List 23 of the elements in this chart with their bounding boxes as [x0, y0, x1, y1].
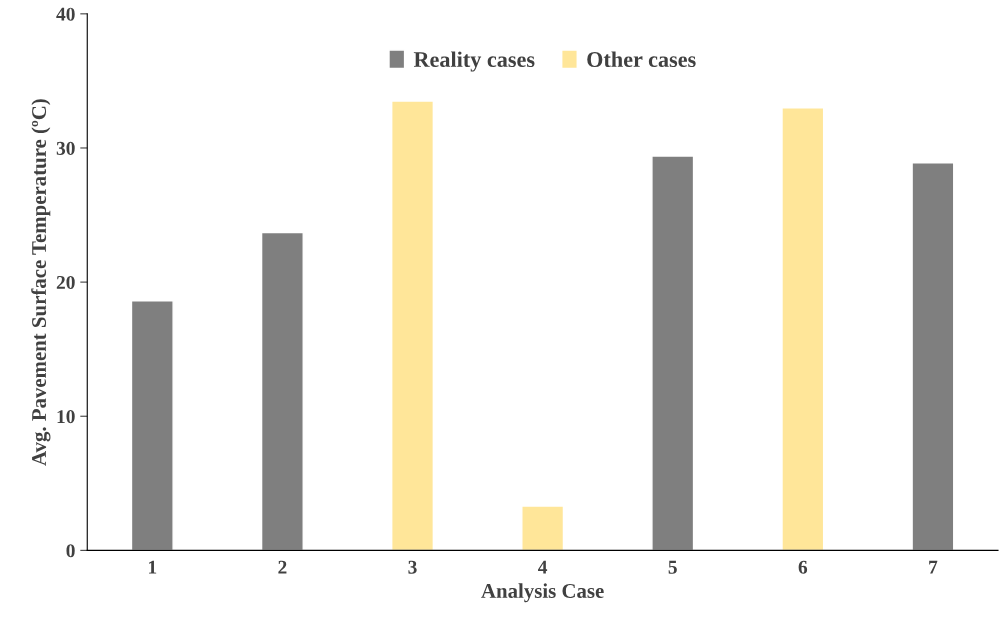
bar [130, 300, 174, 551]
x-tick-label: 7 [929, 560, 938, 574]
bar [521, 505, 565, 551]
y-tick-label: 10 [57, 410, 75, 424]
x-axis-title: Analysis Case [481, 583, 604, 603]
x-tick-label: 3 [408, 560, 417, 574]
y-tick-label: 40 [56, 7, 75, 21]
x-tick-label: 2 [278, 560, 287, 574]
y-tick-label: 20 [56, 275, 75, 290]
x-tick-label: 1 [149, 560, 157, 574]
y-tick-label: 30 [56, 141, 75, 155]
bar [651, 155, 695, 551]
legend-label: Reality cases [413, 51, 535, 72]
x-tick-label: 4 [538, 560, 548, 574]
legend-label: Other cases [587, 51, 696, 68]
bar [391, 100, 435, 551]
x-tick-label: 5 [668, 560, 677, 574]
y-axis-title: Avg. Pavement Surface Temperature (ºC) [31, 99, 51, 466]
bar [781, 107, 825, 551]
bar [260, 231, 304, 551]
x-tick-label: 6 [798, 560, 808, 574]
bar [911, 162, 955, 551]
y-tick-label: 0 [66, 544, 75, 558]
